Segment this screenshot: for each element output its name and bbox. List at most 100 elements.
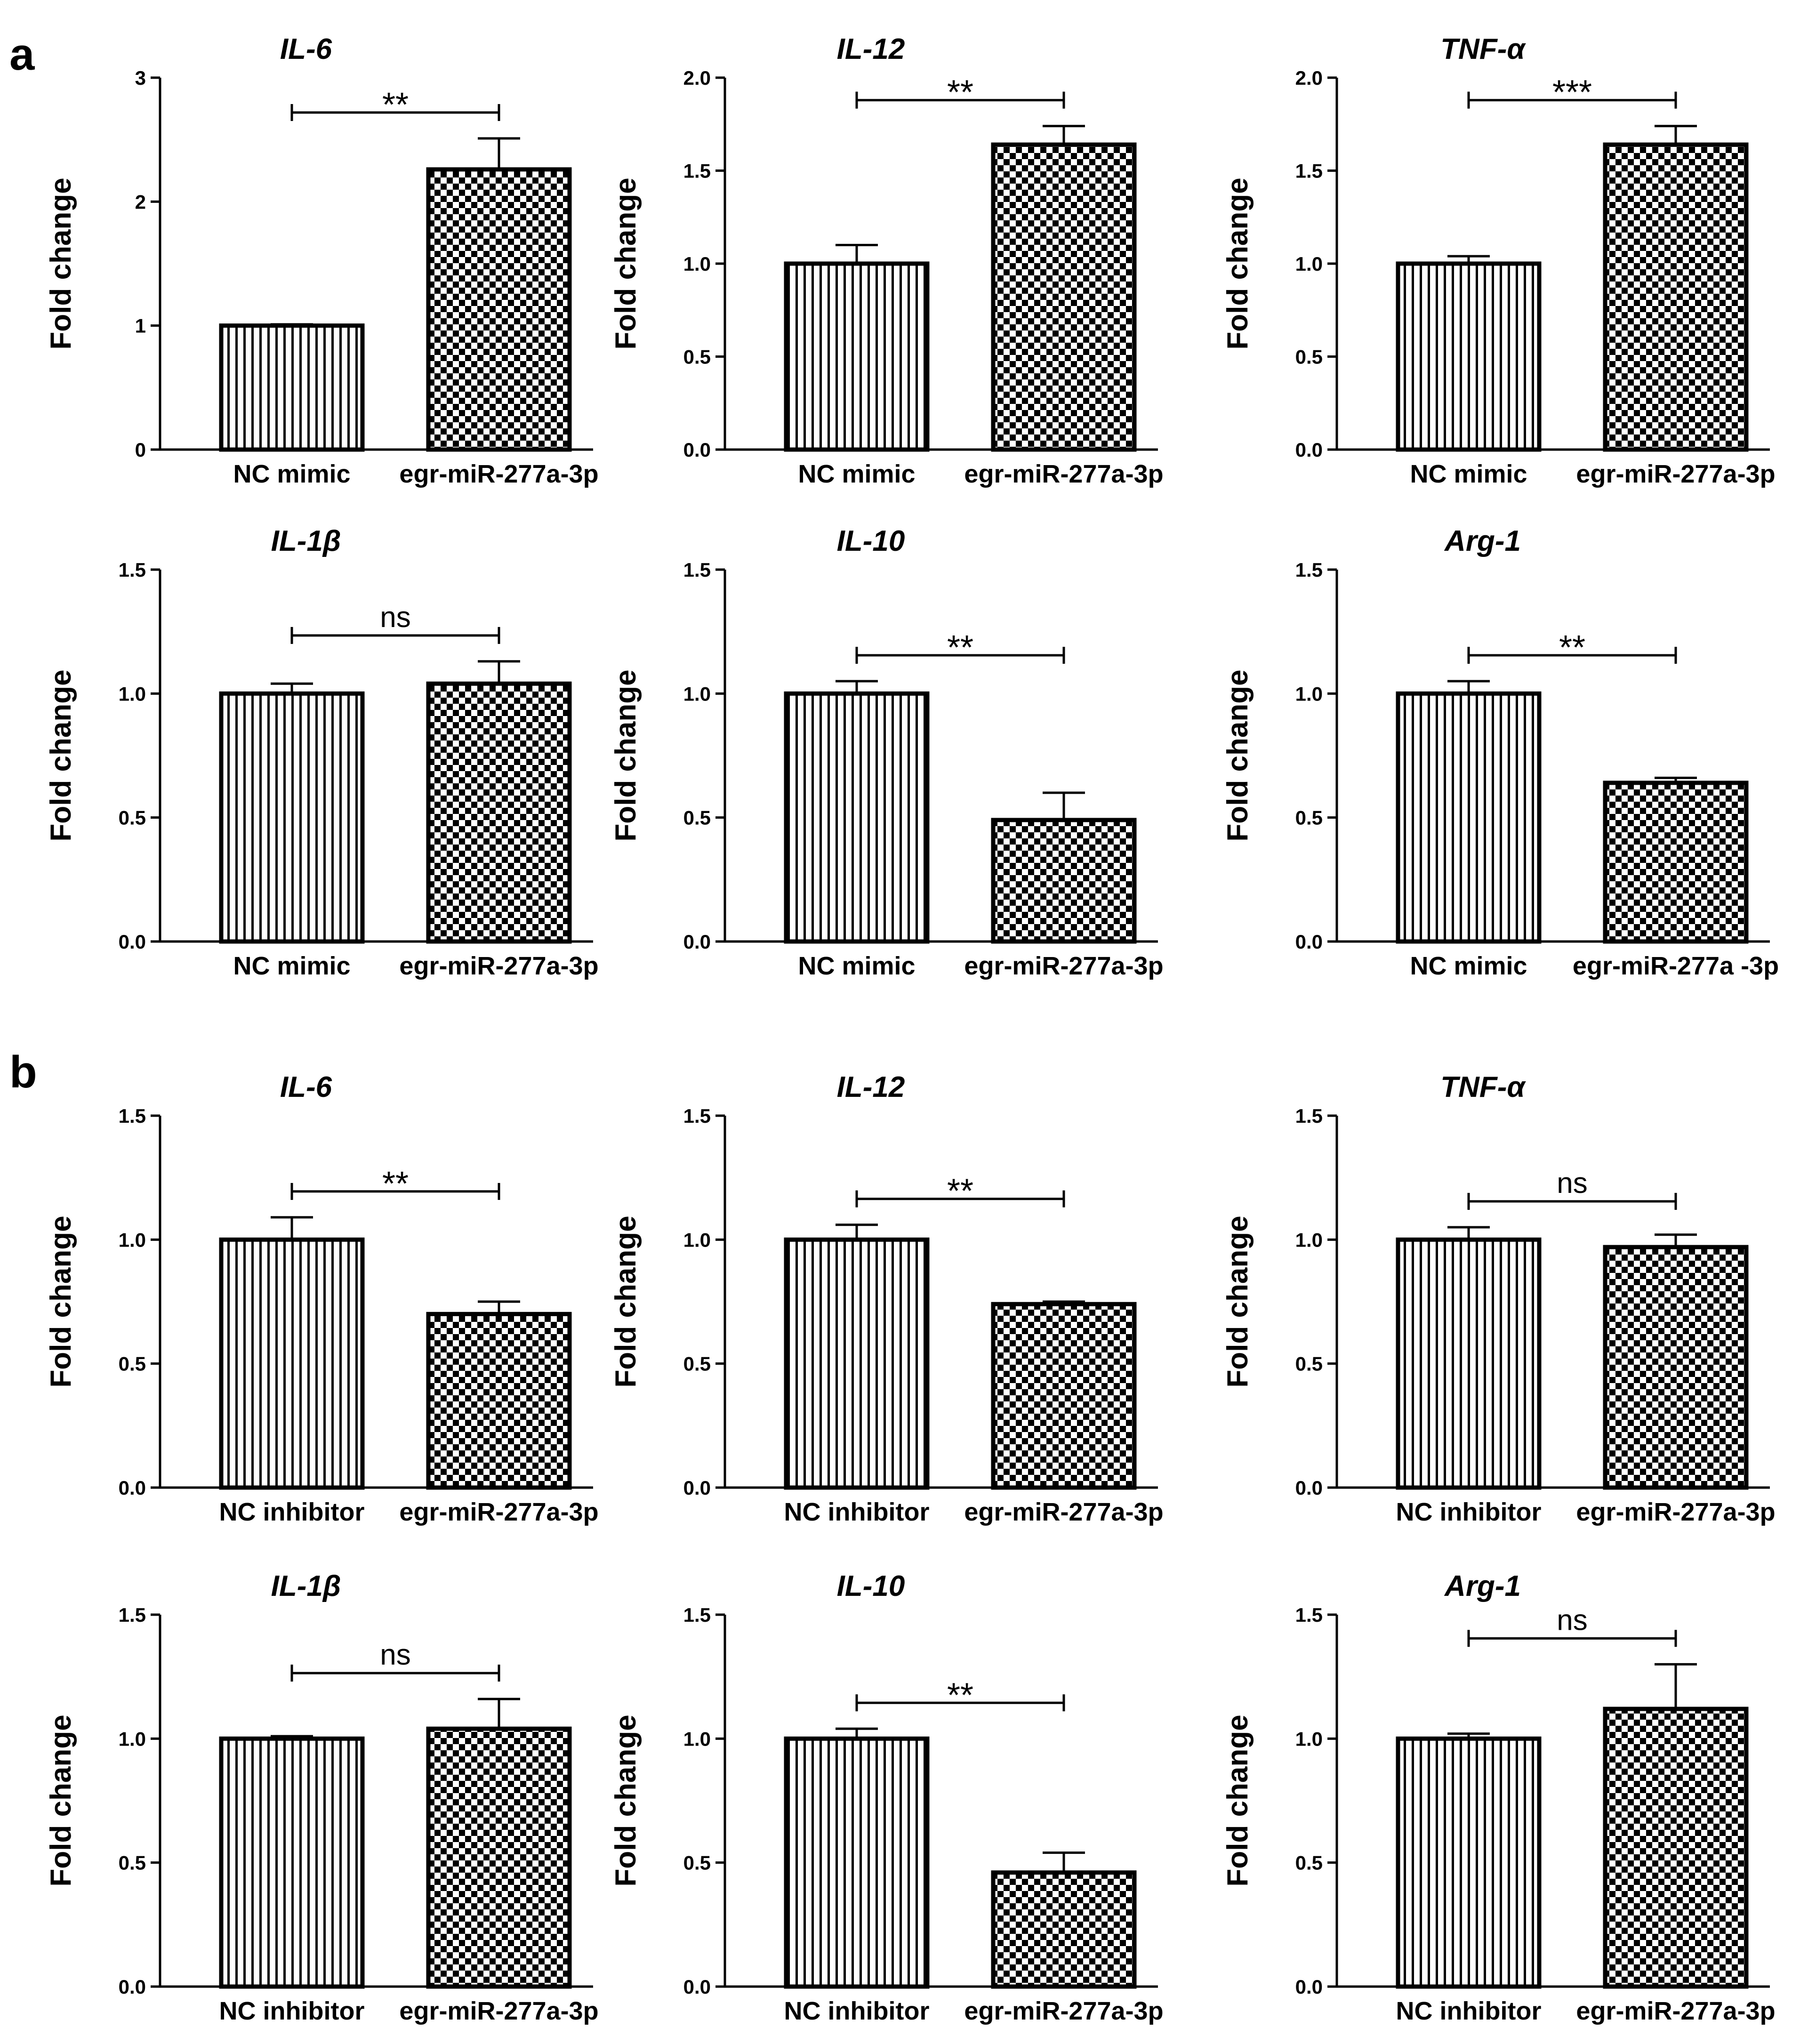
significance-label: ** — [947, 629, 973, 667]
chart-title: Arg-1 — [1444, 525, 1521, 557]
chart-title: IL-6 — [280, 1071, 332, 1103]
bar-treatment — [1603, 781, 1749, 944]
y-tick-label: 1.5 — [683, 1604, 711, 1626]
y-tick-label: 1.0 — [1295, 253, 1323, 275]
chart-title: TNF-α — [1440, 33, 1526, 65]
y-axis-label: Fold change — [45, 1714, 77, 1886]
chart-title: IL-1β — [271, 525, 341, 557]
significance-label: ns — [380, 601, 410, 634]
y-tick-label: 1.5 — [1295, 1604, 1323, 1626]
chart-title: IL-12 — [837, 33, 905, 65]
bar-treatment — [1603, 1706, 1749, 1989]
bar-treatment — [1603, 1245, 1749, 1490]
category-label: NC mimic — [1410, 952, 1527, 980]
bar-control — [1396, 1237, 1542, 1490]
category-label: NC mimic — [798, 952, 915, 980]
bar-control — [784, 261, 930, 452]
y-tick-label: 0.0 — [119, 931, 146, 953]
panel-label-b: b — [9, 1047, 37, 1097]
y-axis-label: Fold change — [45, 1215, 77, 1387]
category-label: egr-miR-277a-3p — [964, 1498, 1163, 1526]
category-label: NC mimic — [798, 460, 915, 488]
y-tick-label: 0.5 — [119, 1852, 146, 1874]
bar-treatment — [991, 1302, 1137, 1490]
y-axis-label: Fold change — [1221, 1215, 1254, 1387]
bar-treatment — [426, 681, 572, 944]
chart-grid: IL-6 Fold change 0 1 2 3 NC mimic egr-miR-277a-… — [45, 33, 1779, 2025]
bar-treatment — [991, 142, 1137, 452]
chart-title: IL-1β — [271, 1570, 341, 1602]
y-tick-label: 1.5 — [683, 559, 711, 581]
y-tick-label: 1.0 — [119, 683, 146, 705]
y-tick-label: 1.5 — [119, 559, 146, 581]
y-tick-label: 0.0 — [119, 1477, 146, 1499]
bar-control — [219, 691, 365, 944]
category-label: egr-miR-277a-3p — [1576, 1997, 1775, 2025]
y-tick-label: 0.0 — [1295, 1477, 1323, 1499]
y-axis-label: Fold change — [610, 669, 642, 841]
chart-b-1: IL-6 Fold change 0.0 0.5 1.0 1.5 NC inhibitor e… — [45, 1071, 599, 1526]
y-tick-label: 0.0 — [683, 439, 711, 461]
chart-a-1: IL-6 Fold change 0 1 2 3 NC mimic egr-miR-277a-… — [45, 33, 599, 488]
y-axis-label: Fold change — [45, 177, 77, 349]
chart-b-5: IL-10 Fold change 0.0 0.5 1.0 1.5 NC inhibitor… — [610, 1570, 1164, 2025]
y-tick-label: 2.0 — [683, 67, 711, 89]
category-label: egr-miR-277a-3p — [964, 952, 1163, 980]
y-tick-label: 0.0 — [1295, 931, 1323, 953]
y-tick-label: 0.0 — [683, 931, 711, 953]
bar-control — [784, 1736, 930, 1989]
y-tick-label: 1.0 — [1295, 1728, 1323, 1750]
category-label: egr-miR-277a-3p — [399, 1997, 598, 2025]
y-tick-label: 1.0 — [683, 683, 711, 705]
chart-a-4: IL-1β Fold change 0.0 0.5 1.0 1.5 NC mimic egr-… — [45, 525, 599, 980]
y-tick-label: 1.0 — [1295, 683, 1323, 705]
y-axis-label: Fold change — [1221, 1714, 1254, 1886]
bar-control — [784, 691, 930, 944]
category-label: egr-miR-277a-3p — [399, 460, 598, 488]
chart-a-6: Arg-1 Fold change 0.0 0.5 1.0 1.5 NC mimic egr-… — [1221, 525, 1779, 980]
chart-title: IL-10 — [837, 525, 905, 557]
y-tick-label: 2.0 — [1295, 67, 1323, 89]
y-tick-label: 0 — [135, 439, 146, 461]
chart-b-6: Arg-1 Fold change 0.0 0.5 1.0 1.5 NC inhibitor… — [1221, 1570, 1776, 2025]
significance-label: ** — [1559, 629, 1585, 667]
y-tick-label: 1.0 — [119, 1229, 146, 1251]
chart-title: IL-10 — [837, 1570, 905, 1602]
category-label: egr-miR-277a-3p — [1576, 1498, 1775, 1526]
category-label: egr-miR-277a-3p — [964, 1997, 1163, 2025]
category-label: NC inhibitor — [784, 1997, 930, 2025]
y-axis-label: Fold change — [610, 177, 642, 349]
category-label: egr-miR-277a-3p — [399, 952, 598, 980]
y-tick-label: 1.5 — [1295, 160, 1323, 182]
panel-label-a: a — [9, 29, 35, 80]
y-tick-label: 1.5 — [1295, 1105, 1323, 1127]
bar-treatment — [426, 167, 572, 452]
bar-control — [1396, 691, 1542, 944]
bar-control — [1396, 1736, 1542, 1989]
bar-control — [219, 1736, 365, 1989]
y-tick-label: 0.5 — [119, 807, 146, 829]
category-label: NC inhibitor — [219, 1997, 365, 2025]
bar-treatment — [426, 1312, 572, 1490]
chart-a-5: IL-10 Fold change 0.0 0.5 1.0 1.5 NC mimic egr-… — [610, 525, 1164, 980]
significance-label: ** — [947, 1173, 973, 1210]
y-axis-label: Fold change — [1221, 177, 1254, 349]
y-tick-label: 1.5 — [119, 1105, 146, 1127]
y-tick-label: 0.0 — [683, 1477, 711, 1499]
y-tick-label: 0.0 — [119, 1976, 146, 1998]
y-tick-label: 0.5 — [1295, 1353, 1323, 1375]
chart-title: TNF-α — [1440, 1071, 1526, 1103]
category-label: egr-miR-277a-3p — [964, 460, 1163, 488]
y-tick-label: 3 — [135, 67, 146, 89]
bar-control — [784, 1237, 930, 1490]
bar-treatment — [426, 1726, 572, 1989]
bar-control — [219, 1237, 365, 1490]
chart-title: Arg-1 — [1444, 1570, 1521, 1602]
y-tick-label: 0.5 — [683, 1353, 711, 1375]
y-tick-label: 1.0 — [683, 1728, 711, 1750]
chart-a-3: TNF-α Fold change 0.0 0.5 1.0 1.5 2.0 NC mimic e… — [1221, 33, 1776, 488]
significance-label: ** — [947, 1676, 973, 1714]
y-tick-label: 1.5 — [683, 160, 711, 182]
category-label: NC mimic — [233, 952, 350, 980]
chart-b-2: IL-12 Fold change 0.0 0.5 1.0 1.5 NC inhibitor… — [610, 1071, 1164, 1526]
